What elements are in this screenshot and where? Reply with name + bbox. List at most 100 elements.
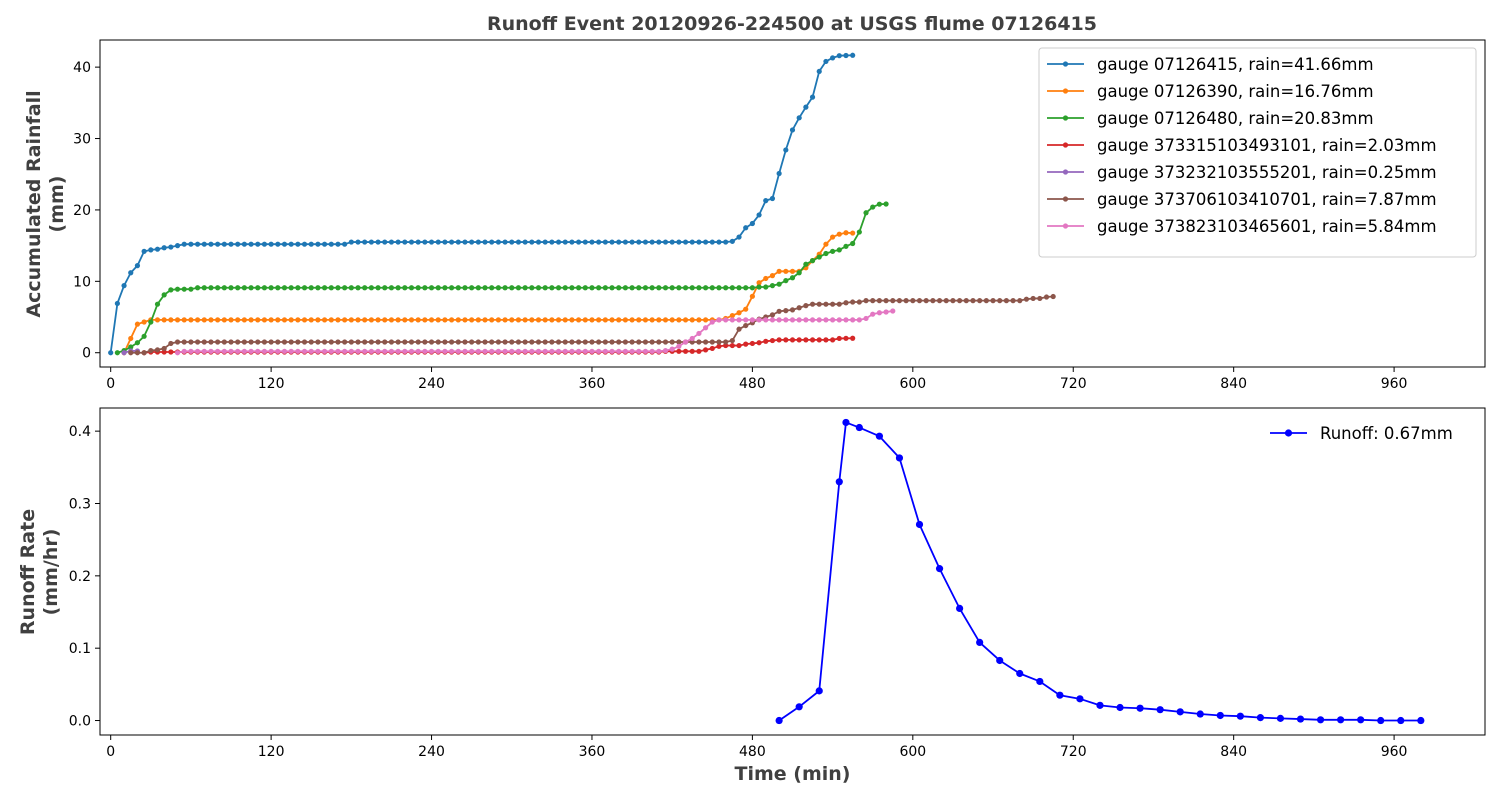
series-5 (128, 293, 1056, 356)
data-point (455, 285, 461, 291)
data-point (335, 241, 341, 247)
data-point (495, 285, 501, 291)
data-point (301, 241, 308, 247)
data-point (1316, 716, 1325, 724)
data-point (148, 347, 154, 354)
data-point (529, 348, 535, 354)
data-point (649, 348, 655, 354)
data-point (756, 340, 762, 346)
data-point (188, 286, 194, 292)
data-point (636, 348, 642, 354)
data-point (382, 339, 388, 345)
data-point (194, 317, 201, 323)
data-point (1043, 294, 1050, 300)
data-point (1397, 716, 1405, 725)
data-point (609, 348, 615, 354)
y-tick-label: 0.1 (69, 641, 91, 657)
data-point (1337, 716, 1345, 724)
data-point (395, 285, 401, 291)
data-point (235, 241, 241, 247)
data-point (916, 298, 923, 304)
data-point (281, 285, 288, 291)
data-point (228, 348, 234, 354)
data-point (743, 225, 749, 231)
data-point (208, 285, 214, 291)
data-point (863, 210, 869, 216)
data-point (743, 285, 749, 291)
data-point (850, 52, 856, 58)
data-point (442, 317, 448, 323)
data-point (930, 298, 936, 304)
data-point (408, 239, 415, 245)
data-point (682, 348, 689, 354)
data-point (308, 317, 314, 323)
data-point (174, 339, 181, 345)
series-6 (174, 308, 896, 356)
data-point (295, 241, 301, 247)
data-point (288, 348, 294, 354)
data-point (736, 342, 742, 349)
data-point (703, 285, 709, 291)
data-point (402, 285, 408, 291)
data-point (522, 317, 528, 323)
y-tick-label: 0.4 (69, 424, 91, 440)
data-point (789, 317, 796, 323)
data-point (268, 348, 274, 354)
data-point (134, 350, 141, 356)
data-point (469, 285, 475, 291)
data-point (729, 312, 735, 319)
data-point (830, 234, 836, 240)
data-point (1156, 706, 1164, 714)
x-tick-label: 360 (579, 744, 606, 760)
data-point (997, 298, 1003, 304)
data-point (201, 348, 207, 354)
series-2 (114, 201, 889, 356)
data-point (141, 350, 147, 356)
data-point (321, 285, 328, 291)
data-point (803, 261, 809, 267)
data-point (783, 308, 789, 314)
data-point (268, 339, 274, 345)
data-point (977, 298, 983, 304)
data-point (388, 339, 395, 345)
data-point (943, 298, 949, 304)
data-point (295, 339, 301, 345)
data-point (542, 348, 548, 354)
data-point (328, 339, 334, 345)
data-point (235, 339, 241, 345)
data-point (221, 285, 227, 291)
data-point (783, 317, 789, 323)
data-point (355, 285, 361, 291)
data-point (422, 339, 428, 345)
data-point (215, 241, 221, 247)
data-point (248, 285, 254, 291)
data-point (736, 310, 742, 316)
legend-swatch-marker (1284, 429, 1293, 437)
data-point (549, 239, 555, 245)
legend: Runoff: 0.67mm (1270, 424, 1453, 443)
data-point (569, 285, 575, 291)
data-point (616, 348, 622, 354)
y-axis-title-line: Runoff Rate (17, 509, 39, 635)
data-point (803, 303, 809, 309)
series-line (109, 54, 853, 353)
data-point (435, 285, 441, 291)
data-point (723, 285, 729, 291)
data-point (763, 317, 769, 323)
data-point (382, 317, 388, 323)
data-point (669, 346, 675, 352)
data-point (228, 285, 234, 291)
data-point (328, 241, 334, 247)
data-point (442, 239, 448, 245)
data-point (622, 348, 628, 354)
data-point (502, 317, 508, 323)
data-point (803, 337, 809, 343)
data-point (495, 239, 501, 245)
data-point (215, 285, 221, 291)
runoff-panel: 0 120 240 360 480 600 720 840 960 0.0 0.1 0.2 0.3 0.4… (17, 407, 1486, 785)
legend-label: gauge 373706103410701, rain=7.87mm (1097, 190, 1437, 209)
data-point (1296, 715, 1305, 723)
x-tick-label: 840 (1220, 376, 1247, 392)
data-point (743, 322, 749, 329)
data-point (495, 317, 501, 323)
